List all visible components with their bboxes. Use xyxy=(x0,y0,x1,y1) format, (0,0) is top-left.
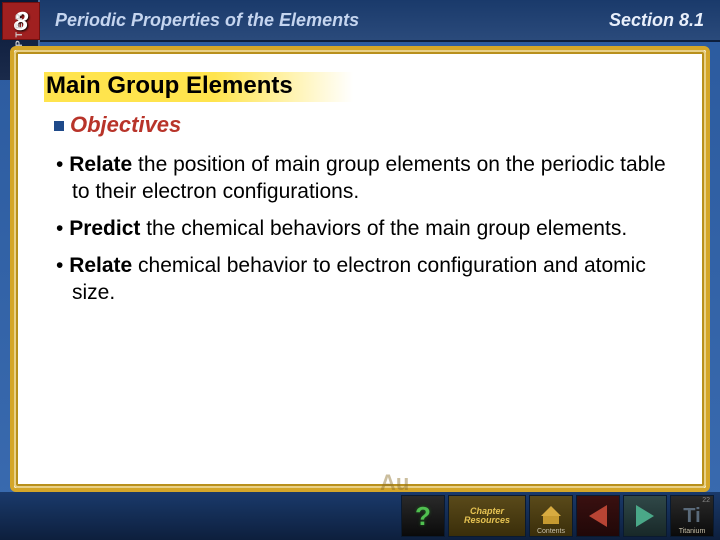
list-item: • Predict the chemical behaviors of the … xyxy=(50,216,676,243)
atomic-number: 22 xyxy=(702,497,710,504)
bullet-dot-icon xyxy=(54,121,64,131)
nav-bar: ? Chapter Resources Contents 22 Ti Titan… xyxy=(0,492,720,540)
bullet-lead: Relate xyxy=(69,153,132,176)
content-frame: Main Group Elements Objectives • Relate … xyxy=(10,46,710,492)
bullet-rest: chemical behavior to electron configurat… xyxy=(72,254,646,304)
home-icon xyxy=(541,508,561,524)
objectives-heading: Objectives xyxy=(54,112,676,138)
header-bar: Periodic Properties of the Elements Sect… xyxy=(0,0,720,42)
list-item: • Relate the position of main group elem… xyxy=(50,152,676,206)
header-title: Periodic Properties of the Elements xyxy=(55,10,359,31)
bullet-lead: Relate xyxy=(69,254,132,277)
arrow-left-icon xyxy=(589,505,607,527)
element-name: Titanium xyxy=(679,528,706,535)
contents-button[interactable]: Contents xyxy=(529,495,573,537)
forward-button[interactable] xyxy=(623,495,667,537)
bullet-rest: the position of main group elements on t… xyxy=(72,153,666,203)
slide-frame: Periodic Properties of the Elements Sect… xyxy=(0,0,720,540)
help-icon: ? xyxy=(415,501,431,532)
slide-title: Main Group Elements xyxy=(44,72,353,102)
bullet-lead: Predict xyxy=(69,217,140,240)
chapter-resources-button[interactable]: Chapter Resources xyxy=(448,495,526,537)
content-area: Main Group Elements Objectives • Relate … xyxy=(44,72,676,468)
element-symbol: Ti xyxy=(683,505,700,528)
back-button[interactable] xyxy=(576,495,620,537)
list-item: • Relate chemical behavior to electron c… xyxy=(50,253,676,307)
contents-label: Contents xyxy=(537,528,565,535)
help-button[interactable]: ? xyxy=(401,495,445,537)
arrow-right-icon xyxy=(636,505,654,527)
element-tile-button[interactable]: 22 Ti Titanium xyxy=(670,495,714,537)
resources-label: Chapter Resources xyxy=(464,507,510,525)
objectives-list: • Relate the position of main group elem… xyxy=(44,152,676,306)
section-label: Section 8.1 xyxy=(609,10,704,31)
bullet-rest: the chemical behaviors of the main group… xyxy=(140,217,627,240)
objectives-text: Objectives xyxy=(70,112,181,137)
